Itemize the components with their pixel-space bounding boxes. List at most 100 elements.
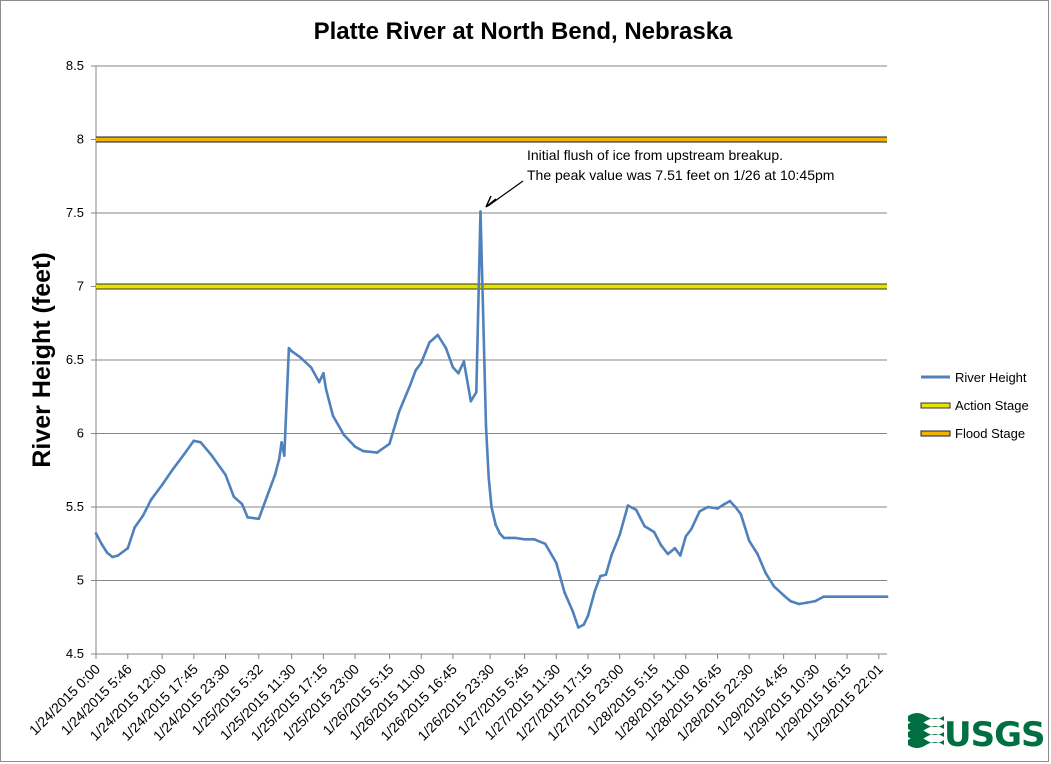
river-height-point [659, 543, 663, 547]
legend: River Height Action Stage Flood Stage [920, 370, 1029, 441]
river-height-point [599, 574, 602, 578]
river-height-point [484, 424, 488, 428]
flood-stage-line-fill [96, 137, 887, 142]
river-height-point [523, 538, 526, 541]
annotation-arrowhead [485, 195, 497, 208]
river-height-point [513, 536, 517, 540]
usgs-logo-text: USGS [944, 715, 1045, 755]
river-height-point [283, 454, 286, 457]
river-height-point [331, 414, 335, 418]
river-height-point [469, 399, 473, 403]
river-height-point [428, 341, 431, 344]
river-height-point [457, 371, 460, 375]
y-tick-label: 8.5 [66, 58, 84, 73]
y-tick-label: 7 [77, 279, 84, 294]
river-height-point [684, 535, 688, 538]
river-height-point [679, 554, 682, 557]
river-height-point [577, 626, 580, 629]
river-height-point [716, 507, 719, 510]
usgs-wave-icon [908, 713, 944, 748]
y-axis-label: River Height (feet) [28, 252, 56, 467]
y-tick-labels: 4.5 5 5.5 6 6.5 7 7.5 8 8.5 [66, 58, 84, 661]
river-height-point [610, 554, 613, 557]
river-height-point [814, 599, 817, 603]
river-height-point [555, 561, 558, 565]
river-height-point [481, 314, 485, 318]
axes [95, 66, 887, 655]
river-height-point [278, 457, 281, 460]
river-height-point [126, 546, 130, 550]
y-tick-label: 7.5 [66, 205, 84, 220]
y-tick-label: 6.5 [66, 352, 84, 367]
river-height-point [100, 542, 103, 546]
river-height-point [797, 602, 801, 606]
river-height-point [487, 476, 491, 479]
river-height-point [634, 508, 638, 512]
river-height-point [543, 542, 547, 546]
river-height-point [860, 595, 864, 598]
river-height-point [805, 601, 809, 604]
river-height-point [317, 380, 321, 384]
river-height-point [257, 517, 261, 521]
river-height-point [747, 539, 751, 543]
river-height-point [171, 467, 175, 471]
river-height-point [436, 333, 440, 337]
river-height-point [626, 504, 630, 507]
river-height-point [475, 391, 478, 394]
river-height-point [246, 516, 249, 519]
river-height-point [593, 589, 597, 593]
river-height-point [666, 552, 670, 556]
river-height-point [739, 513, 743, 516]
river-height-point [342, 433, 346, 437]
river-height-point [845, 595, 849, 598]
annotation-line2: The peak value was 7.51 feet on 1/26 at … [527, 167, 834, 183]
legend-label-action-stage: Action Stage [955, 398, 1029, 413]
legend-label-river-height: River Height [955, 370, 1027, 385]
river-height-point [502, 536, 506, 540]
river-height-point [182, 452, 186, 456]
river-height-point [444, 346, 448, 350]
river-height-point [571, 610, 575, 613]
river-height-point [451, 366, 455, 369]
river-height-point [149, 498, 153, 502]
river-height-point [324, 388, 328, 391]
river-height-point [419, 361, 423, 365]
river-height-point [133, 526, 136, 529]
river-height-point [280, 441, 283, 444]
river-height-point [652, 530, 656, 534]
river-height-point [105, 551, 109, 554]
river-height-point [698, 510, 701, 513]
river-height-point [414, 369, 418, 372]
y-tick-label: 6 [77, 426, 84, 441]
river-height-point [397, 410, 401, 413]
river-height-point [94, 532, 98, 535]
river-height-point [852, 595, 856, 598]
river-height-point [643, 524, 646, 528]
river-height-series [94, 210, 889, 629]
river-height-point [827, 595, 831, 598]
river-height-point [192, 439, 196, 443]
river-height-point [273, 473, 277, 477]
y-tick-label: 5 [77, 573, 84, 588]
river-height-point [141, 514, 145, 518]
chart-title: Platte River at North Bend, Nebraska [314, 18, 733, 45]
river-height-point [789, 599, 792, 603]
river-height-point [690, 527, 693, 531]
river-height-point [265, 495, 269, 499]
river-height-point [618, 533, 621, 537]
river-height-point [836, 595, 839, 598]
river-height-point [723, 502, 726, 506]
y-tick-label: 5.5 [66, 499, 84, 514]
river-height-point [322, 371, 325, 375]
river-height-point [728, 499, 732, 503]
river-height-point [498, 532, 502, 535]
river-height-point [764, 571, 767, 575]
flood-stage-line [96, 136, 887, 143]
river-height-point [408, 383, 412, 387]
river-height-point [532, 538, 536, 541]
river-height-point [673, 546, 677, 550]
annotation-arrow-line [487, 180, 524, 207]
river-height-point [706, 505, 710, 509]
legend-swatch-action-stage [920, 402, 951, 409]
